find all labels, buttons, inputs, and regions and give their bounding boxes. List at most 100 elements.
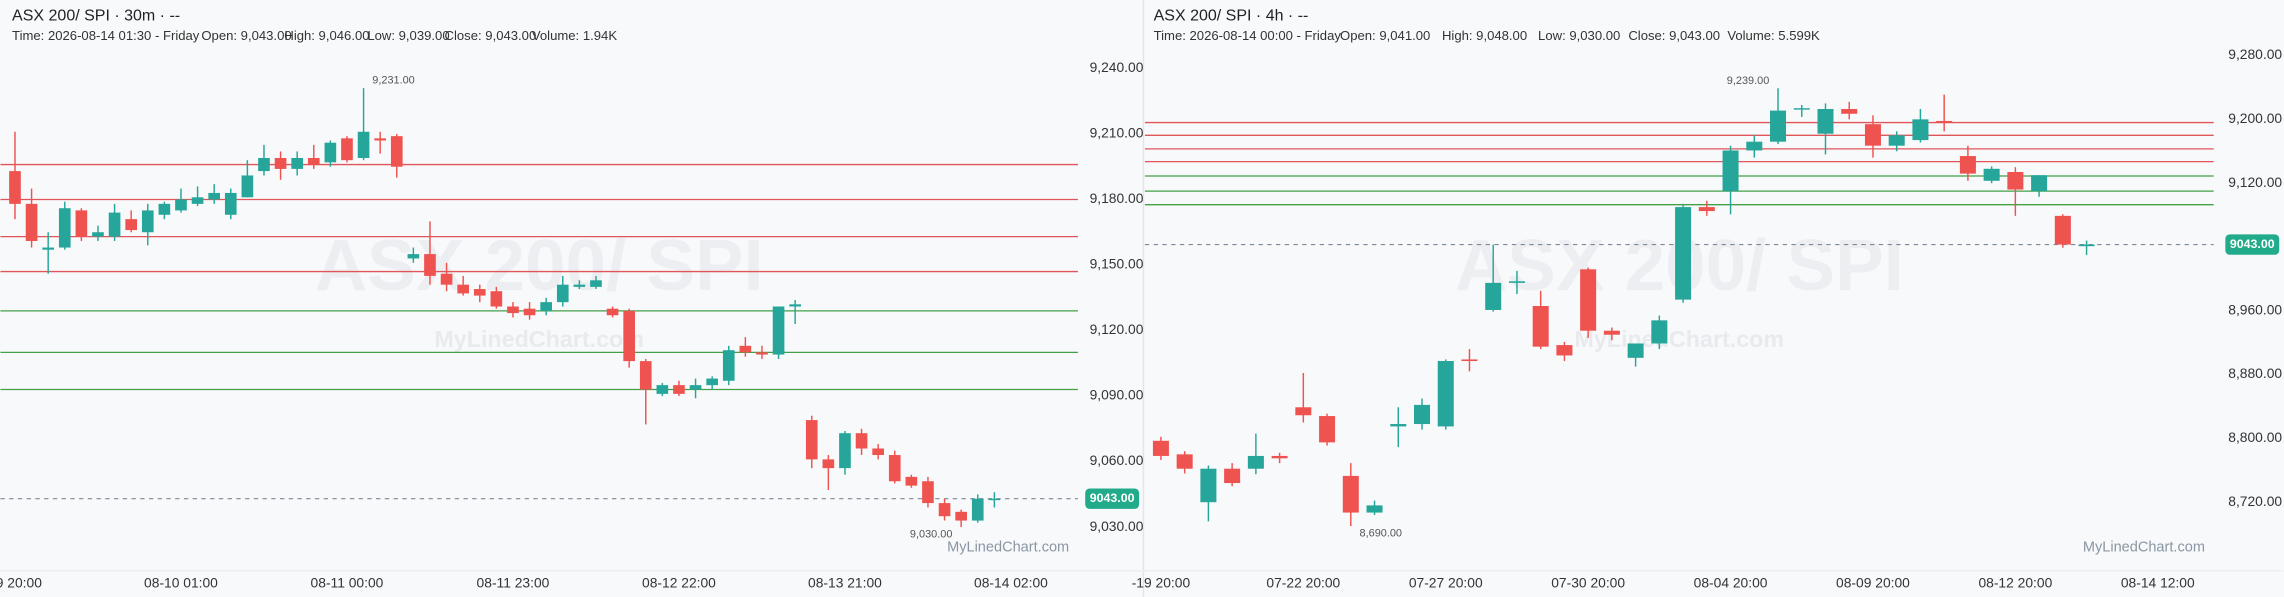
candle-body: [307, 157, 320, 165]
candle-body: [706, 378, 718, 386]
candle-body: [1888, 135, 1905, 146]
candle-body: [1247, 455, 1264, 469]
candle-body: [1722, 150, 1739, 192]
candle-body: [224, 192, 237, 215]
candle-body: [141, 210, 154, 233]
y-tick-label: 9,090.00: [1090, 387, 1144, 403]
candle-body: [922, 481, 934, 504]
candle-body: [25, 203, 38, 241]
chart-title: ASX 200/ SPI · 4h · --: [1154, 7, 1309, 24]
y-tick-label: 9,240.00: [1090, 59, 1144, 75]
candle-body: [208, 192, 220, 200]
info-item: Close: 9,043.00: [1628, 28, 1720, 43]
candle-body: [390, 136, 403, 167]
candle-body: [1864, 124, 1881, 146]
candle-body: [1698, 207, 1715, 212]
candle-body: [1817, 108, 1834, 134]
candle-body: [2054, 215, 2071, 245]
x-tick-label: 08-12 22:00: [642, 575, 716, 591]
candle-body: [1413, 404, 1431, 425]
candle-body: [722, 350, 735, 381]
candle-body: [523, 308, 536, 316]
candle-body: [324, 142, 337, 163]
candle-body: [1342, 475, 1359, 513]
x-tick-label: 08-13 21:00: [808, 575, 882, 591]
candle-body: [1485, 282, 1502, 310]
info-item: Volume: 1.94K: [532, 28, 617, 43]
candle-body: [689, 385, 702, 390]
candle-body: [507, 306, 519, 314]
candle-body: [1793, 108, 1810, 110]
x-tick-label: 08-14 12:00: [2121, 575, 2195, 591]
candle-body: [888, 455, 901, 482]
candle-body: [75, 210, 88, 237]
candle-body: [1390, 424, 1407, 427]
candle-body: [573, 284, 586, 287]
y-tick-label: 9,120.00: [2228, 174, 2282, 190]
x-tick-label: 07-30 20:00: [1551, 575, 1625, 591]
x-tick-label: -19 20:00: [1132, 575, 1191, 591]
info-item: High: 9,048.00: [1442, 28, 1527, 43]
candle-body: [1651, 320, 1668, 344]
candle-body: [42, 247, 55, 250]
candle-body: [58, 208, 71, 248]
y-tick-label: 8,880.00: [2228, 365, 2282, 381]
y-tick-label: 9,150.00: [1090, 256, 1144, 272]
candle-body: [473, 289, 486, 296]
candle-body: [739, 345, 752, 353]
candle-body: [1841, 108, 1858, 114]
candle-body: [1983, 168, 2000, 181]
candle-body: [274, 157, 287, 169]
candle-body: [1200, 468, 1217, 503]
candle-body: [158, 203, 171, 215]
y-tick-label: 9,030.00: [1090, 518, 1144, 534]
candle-body: [756, 352, 768, 355]
candle-body: [9, 171, 21, 204]
candle-body: [1580, 269, 1597, 331]
candle-body: [440, 273, 453, 285]
candle-body: [457, 284, 469, 294]
candle-body: [1959, 156, 1976, 174]
info-item: High: 9,046.00: [284, 28, 369, 43]
candle-body: [623, 310, 635, 362]
y-tick-label: 8,800.00: [2228, 429, 2282, 445]
candle-body: [1912, 119, 1929, 141]
x-tick-label: 08-11 00:00: [311, 575, 384, 591]
candle-body: [805, 420, 818, 460]
candle-body: [1936, 120, 1953, 123]
extreme-label: 8,690.00: [1360, 527, 1402, 539]
candle-body: [639, 361, 652, 390]
x-tick-label: 08-10 01:00: [144, 575, 218, 591]
candle-body: [191, 197, 204, 204]
candle-body: [357, 131, 370, 158]
candle-body: [108, 212, 121, 237]
brand-label: MyLinedChart.com: [2083, 539, 2205, 555]
candle-body: [556, 284, 569, 303]
candle-body: [540, 302, 552, 311]
x-tick-label: 09 20:00: [0, 575, 42, 591]
candle-body: [1366, 505, 1383, 513]
candle-body: [590, 280, 602, 287]
y-tick-label: 9,210.00: [1090, 125, 1144, 141]
candle-body: [490, 291, 503, 307]
candle-body: [1627, 343, 1644, 358]
candle-body: [938, 503, 951, 517]
candle-body: [424, 254, 436, 276]
x-tick-label: 07-22 20:00: [1266, 575, 1340, 591]
candle-body: [1746, 141, 1763, 151]
candle-body: [673, 385, 685, 394]
candle-body: [855, 433, 868, 449]
y-tick-label: 9,060.00: [1090, 452, 1144, 468]
candle-body: [872, 448, 884, 456]
chart-title: ASX 200/ SPI · 30m · --: [12, 7, 180, 24]
extreme-label: 9,231.00: [372, 75, 414, 87]
candle-body: [988, 498, 1001, 501]
candle-body: [1603, 330, 1620, 335]
candle-body: [1508, 281, 1525, 283]
candle-body: [2031, 175, 2048, 192]
y-tick-label: 8,960.00: [2228, 301, 2282, 317]
candle-body: [772, 306, 785, 355]
candle-body: [789, 304, 801, 307]
